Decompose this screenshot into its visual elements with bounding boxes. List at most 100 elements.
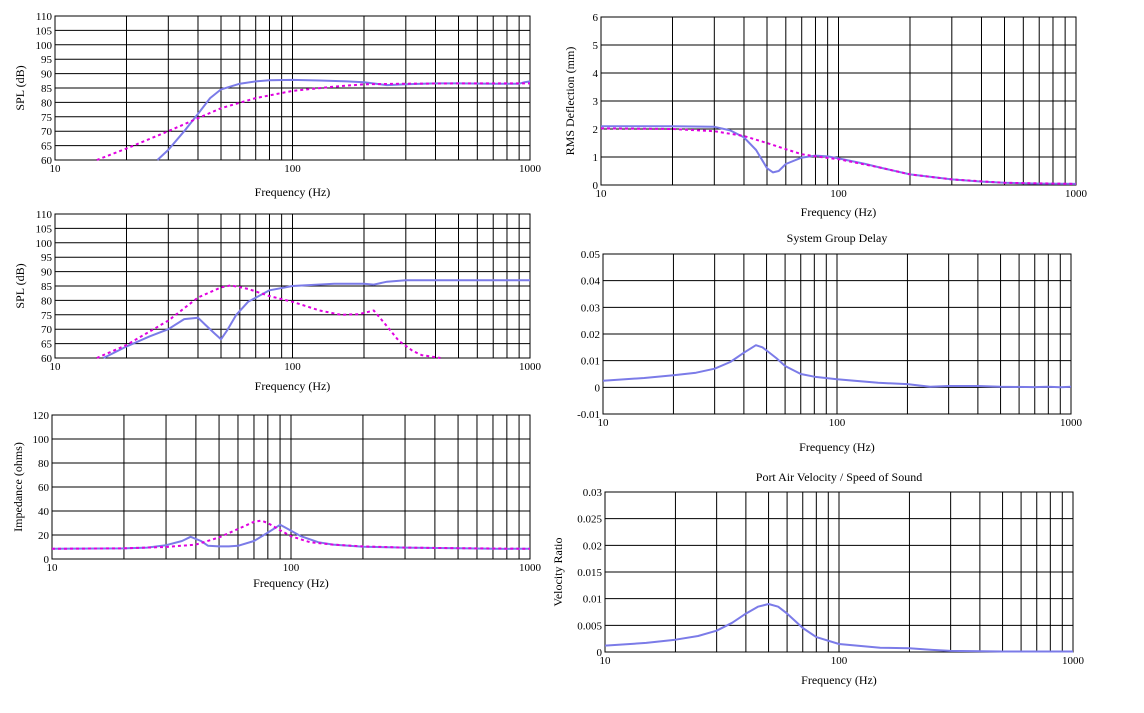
- y-tick-label: 80: [38, 458, 50, 470]
- series-line-solid: [603, 344, 1071, 389]
- y-tick-label: 5: [593, 40, 599, 52]
- series-line-dashed: [96, 284, 441, 359]
- y-tick-label: 70: [41, 324, 53, 336]
- x-tick-label: 10: [50, 163, 62, 175]
- x-tick-label: 1000: [519, 361, 542, 373]
- y-tick-label: 100: [36, 40, 53, 52]
- chart-title: Port Air Velocity / Speed of Sound: [756, 470, 922, 484]
- y-tick-label: 90: [41, 69, 53, 81]
- y-tick-label: 120: [33, 410, 50, 422]
- x-tick-label: 1000: [1062, 655, 1085, 667]
- y-tick-label: 1: [593, 152, 599, 164]
- x-tick-label: 10: [47, 562, 59, 574]
- y-tick-label: 85: [41, 83, 53, 95]
- chart-title: System Group Delay: [787, 231, 888, 245]
- chart-imp: 0 20 40 60 80 100 120 10 100 1000 Frequency (Hz) Im…: [11, 410, 542, 590]
- x-tick-label: 10: [596, 188, 608, 200]
- y-tick-label: 0: [593, 180, 599, 192]
- y-tick-label: 70: [41, 126, 53, 138]
- x-axis-label: Frequency (Hz): [253, 576, 329, 590]
- chart-gd: -0.01 0 0.01 0.02 0.03 0.04 0.05 10 100 1000 Frequ…: [577, 231, 1082, 454]
- x-tick-label: 1000: [1060, 417, 1083, 429]
- chart-spl2: 60 65 70 75 80 85 90 95 100 105 110 10 100 1000 Freque…: [13, 209, 542, 393]
- y-tick-label: 6: [593, 12, 599, 24]
- y-tick-label: 100: [36, 238, 53, 250]
- y-tick-label: 85: [41, 281, 53, 293]
- series-line-solid: [156, 78, 530, 161]
- y-tick-label: 0.02: [581, 329, 600, 341]
- y-tick-label: 2: [593, 124, 599, 136]
- series-line-dashed: [96, 82, 530, 161]
- y-tick-label: 105: [36, 25, 53, 37]
- y-tick-label: 4: [593, 68, 599, 80]
- y-tick-label: 40: [38, 506, 50, 518]
- x-tick-label: 100: [284, 163, 301, 175]
- y-tick-label: 0: [595, 382, 601, 394]
- plot-frame: [54, 213, 531, 359]
- y-tick-label: 0: [44, 554, 50, 566]
- chart-port: 0 0.005 0.01 0.015 0.02 0.025 0.03 10 100 1000 Fre…: [551, 470, 1085, 687]
- y-tick-label: 0.015: [577, 567, 602, 579]
- x-tick-label: 100: [829, 417, 846, 429]
- x-tick-label: 1000: [519, 163, 542, 175]
- y-tick-label: 75: [41, 112, 53, 124]
- y-axis-label: RMS Deflection (mm): [563, 47, 577, 156]
- y-tick-label: 65: [41, 141, 53, 153]
- y-tick-label: 105: [36, 223, 53, 235]
- x-axis-label: Frequency (Hz): [801, 205, 877, 219]
- y-tick-label: 60: [38, 482, 50, 494]
- plot-frame: [604, 491, 1074, 653]
- x-tick-label: 100: [830, 188, 847, 200]
- y-tick-label: 80: [41, 97, 53, 109]
- y-tick-label: 0: [597, 647, 603, 659]
- chart-rms: 0 1 2 3 4 5 6 10 100 1000 Frequency (Hz) RMS Deflec…: [563, 12, 1088, 219]
- y-tick-label: 65: [41, 339, 53, 351]
- y-tick-label: 0.025: [577, 514, 602, 526]
- x-axis-label: Frequency (Hz): [255, 185, 331, 199]
- y-tick-label: 0.01: [583, 594, 602, 606]
- y-tick-label: 75: [41, 310, 53, 322]
- y-tick-label: 0.01: [581, 356, 600, 368]
- y-tick-label: 0.005: [577, 620, 602, 632]
- y-tick-label: 80: [41, 295, 53, 307]
- y-tick-label: 0.03: [581, 302, 601, 314]
- y-axis-label: Impedance (ohms): [11, 442, 25, 532]
- x-tick-label: 10: [598, 417, 610, 429]
- x-tick-label: 100: [284, 361, 301, 373]
- y-tick-label: 90: [41, 267, 53, 279]
- plot-frame: [602, 253, 1072, 415]
- plot-frame: [54, 15, 531, 161]
- x-axis-label: Frequency (Hz): [255, 379, 331, 393]
- y-tick-label: 20: [38, 530, 50, 542]
- series-line-solid: [103, 279, 530, 359]
- x-tick-label: 10: [600, 655, 612, 667]
- y-axis-label: SPL (dB): [13, 65, 27, 110]
- y-tick-label: -0.01: [577, 409, 600, 421]
- x-tick-label: 10: [50, 361, 62, 373]
- y-tick-label: 60: [41, 353, 53, 365]
- y-tick-label: 110: [36, 209, 53, 221]
- chart-spl1: 60 65 70 75 80 85 90 95 100 105 110 10 100 1000 Freque…: [13, 11, 542, 199]
- y-axis-label: SPL (dB): [13, 263, 27, 308]
- series-line-solid: [601, 125, 1076, 185]
- x-axis-label: Frequency (Hz): [799, 440, 875, 454]
- series-line-dashed: [601, 127, 1076, 185]
- series-line-solid: [605, 603, 1073, 653]
- y-tick-label: 0.04: [581, 276, 601, 288]
- y-tick-label: 0.05: [581, 249, 601, 261]
- y-tick-label: 0.02: [583, 540, 602, 552]
- x-tick-label: 100: [283, 562, 300, 574]
- x-tick-label: 1000: [1065, 188, 1088, 200]
- y-tick-label: 100: [33, 434, 50, 446]
- y-axis-label: Velocity Ratio: [551, 538, 565, 607]
- x-tick-label: 1000: [519, 562, 542, 574]
- x-axis-label: Frequency (Hz): [801, 673, 877, 687]
- y-tick-label: 110: [36, 11, 53, 23]
- y-tick-label: 60: [41, 155, 53, 167]
- plot-frame: [51, 414, 531, 560]
- y-tick-label: 95: [41, 54, 53, 66]
- y-tick-label: 3: [593, 96, 599, 108]
- plot-frame: [600, 16, 1077, 186]
- x-tick-label: 100: [831, 655, 848, 667]
